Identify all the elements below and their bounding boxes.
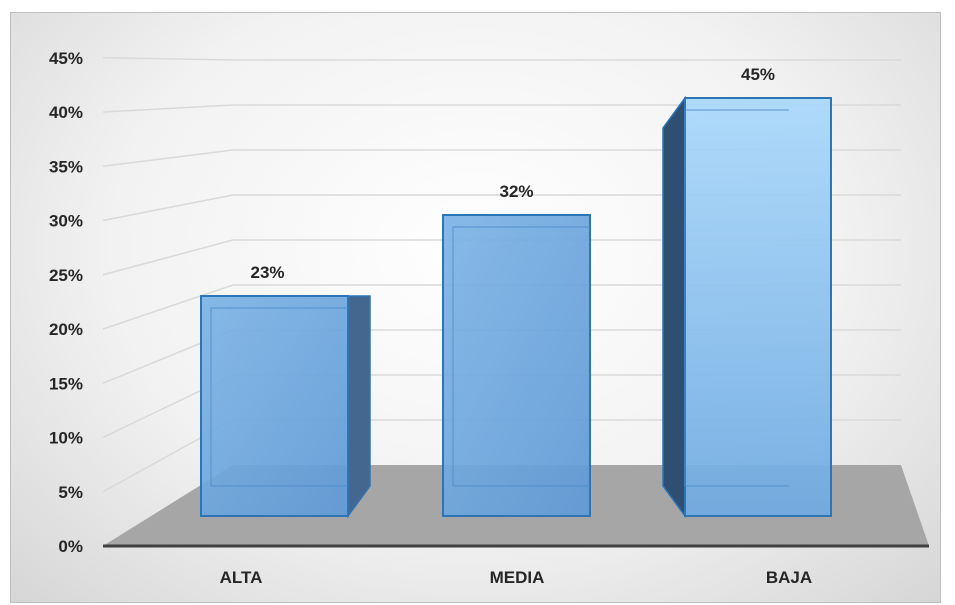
y-tick-label: 15% — [49, 374, 83, 393]
data-label: 23% — [250, 263, 284, 282]
gridline-side — [102, 239, 234, 276]
bar — [662, 95, 832, 519]
bar-side — [347, 295, 371, 519]
y-tick-label: 25% — [49, 266, 83, 285]
bar — [200, 295, 371, 519]
bar-front — [200, 295, 349, 517]
gridline-side — [102, 149, 234, 167]
gridline-side — [102, 284, 234, 330]
chart-area: 0% 5% 10% 15% 20% 25% 30% 35% 40% 45% 23% 32% 45% A… — [10, 12, 941, 603]
y-tick-label: 45% — [49, 49, 83, 68]
x-category-label: MEDIA — [490, 568, 545, 587]
y-tick-label: 0% — [58, 537, 83, 556]
bar-front — [684, 97, 832, 517]
y-tick-label: 35% — [49, 157, 83, 176]
bar — [442, 214, 591, 517]
bar-front — [442, 214, 591, 517]
y-tick-label: 40% — [49, 103, 83, 122]
gridline-side — [102, 194, 234, 222]
y-tick-label: 5% — [58, 483, 83, 502]
y-tick-label: 30% — [49, 212, 83, 231]
x-category-label: BAJA — [766, 568, 812, 587]
y-tick-label: 20% — [49, 320, 83, 339]
bar-inner-edge — [684, 109, 789, 486]
bar-inner-edge — [210, 307, 348, 486]
bar-side — [662, 95, 686, 519]
data-label: 45% — [741, 65, 775, 84]
x-category-label: ALTA — [220, 568, 263, 587]
gridline-side — [102, 104, 234, 113]
gridline-side — [102, 57, 234, 61]
y-tick-label: 10% — [49, 429, 83, 448]
bar-inner-edge — [452, 226, 590, 486]
column-chart: 0% 5% 10% 15% 20% 25% 30% 35% 40% 45% 23% 32% 45% A… — [49, 49, 929, 587]
data-label: 32% — [499, 182, 533, 201]
